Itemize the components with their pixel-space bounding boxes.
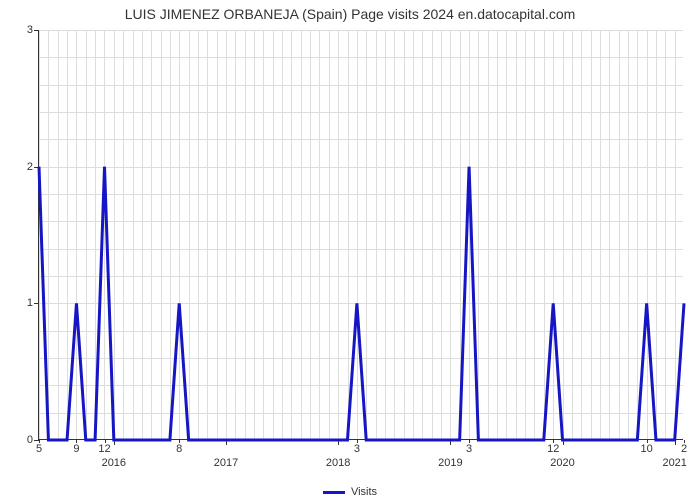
legend: Visits (0, 486, 700, 498)
x-tick-mark-minor (553, 440, 554, 443)
x-tick-mark-minor (684, 440, 685, 443)
x-year-label: 2018 (326, 439, 350, 469)
x-year-label: 2017 (214, 439, 238, 469)
plot-area: 0123201620172018201920202021591283312102 (38, 30, 683, 440)
x-tick-mark-minor (39, 440, 40, 443)
x-tick-mark-minor (357, 440, 358, 443)
x-tick-mark-minor (179, 440, 180, 443)
x-tick-mark-minor (76, 440, 77, 443)
x-year-label: 2019 (438, 439, 462, 469)
series-line (39, 30, 684, 440)
legend-label: Visits (351, 486, 377, 498)
chart-container: LUIS JIMENEZ ORBANEJA (Spain) Page visit… (0, 0, 700, 500)
chart-title: LUIS JIMENEZ ORBANEJA (Spain) Page visit… (0, 6, 700, 22)
x-tick-mark-minor (105, 440, 106, 443)
legend-swatch (323, 491, 345, 494)
x-tick-mark-minor (647, 440, 648, 443)
x-tick-mark-minor (469, 440, 470, 443)
